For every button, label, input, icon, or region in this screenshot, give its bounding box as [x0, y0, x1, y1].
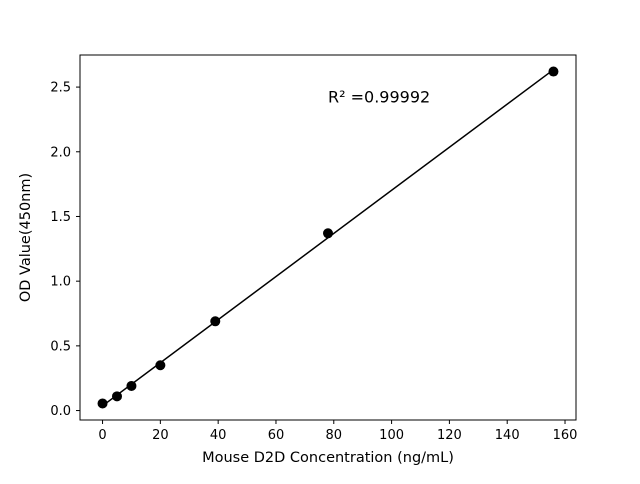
y-axis-label: OD Value(450nm) — [18, 173, 34, 302]
r-squared-annotation: R² =0.99992 — [328, 88, 430, 107]
data-point — [548, 66, 559, 77]
x-axis-tick-label: 40 — [210, 428, 227, 443]
y-axis-tick-label: 2.5 — [50, 81, 71, 96]
x-axis-tick-label: 140 — [495, 428, 520, 443]
x-axis-label: Mouse D2D Concentration (ng/mL) — [202, 450, 454, 466]
plot-border — [79, 54, 577, 421]
x-axis-tick-label: 120 — [437, 428, 462, 443]
x-axis-tick-label: 80 — [326, 428, 343, 443]
data-point — [323, 228, 333, 239]
x-axis-tick-label: 160 — [553, 428, 578, 443]
data-point — [97, 398, 108, 409]
data-point — [155, 360, 166, 371]
y-axis-tick-label: 2.0 — [50, 145, 71, 160]
y-axis-tick-label: 0.0 — [50, 404, 71, 419]
y-axis-tick-label: 0.5 — [50, 339, 71, 354]
data-point — [111, 391, 122, 402]
x-axis-tick-label: 60 — [268, 428, 285, 443]
y-axis-tick-label: 1.5 — [50, 210, 71, 225]
x-axis-tick-label: 0 — [98, 428, 106, 443]
data-point — [126, 380, 137, 391]
y-axis-tick-label: 1.0 — [50, 275, 71, 290]
x-axis-tick-label: 20 — [152, 428, 169, 443]
data-point — [210, 316, 221, 327]
x-axis-tick-label: 100 — [379, 428, 404, 443]
